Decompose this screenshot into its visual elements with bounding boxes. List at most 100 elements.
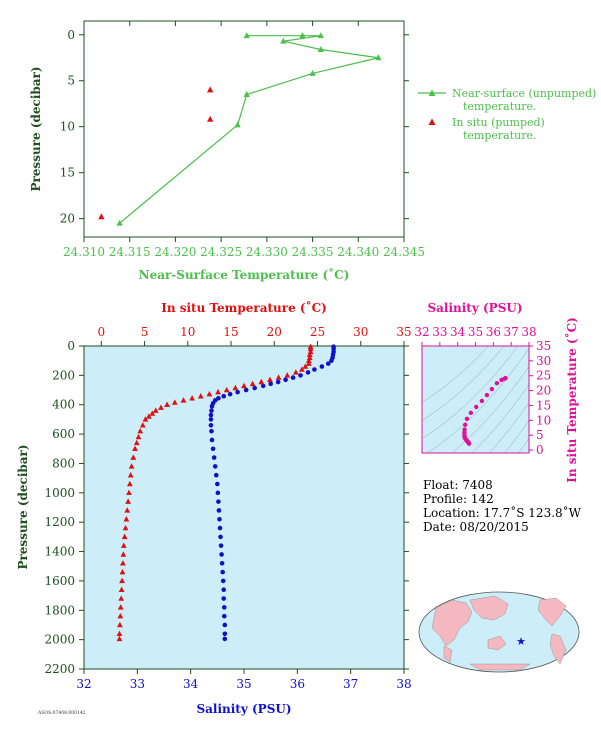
ts-point	[462, 422, 468, 427]
temperature-point	[120, 542, 127, 548]
density-contours	[422, 346, 529, 453]
temperature-point	[305, 357, 312, 363]
temperature-axis-label: In situ Temperature (˚C)	[161, 300, 327, 315]
x-tick-label: 24.325	[200, 245, 242, 259]
salinity-point	[208, 422, 214, 428]
temperature-point	[125, 498, 131, 504]
legend-marker-near-surface	[428, 89, 436, 96]
salinity-point	[283, 377, 288, 383]
legend-label-near-surface: Near-surface (unpumped)	[452, 87, 596, 100]
x-tick-label: 24.310	[63, 245, 105, 259]
float-id: Float: 7408	[423, 478, 493, 492]
temp-tick-label: 30	[353, 325, 368, 339]
x-tick-label: 24.320	[154, 245, 196, 259]
ts-series	[462, 375, 508, 446]
salinity-point	[212, 464, 218, 469]
near-surface-x-axis-label: Near-Surface Temperature (˚C)	[139, 267, 350, 282]
profile-pressure-axis-label: Pressure (decibar)	[16, 444, 30, 569]
salinity-point	[215, 481, 220, 487]
temp-tick-label: 10	[180, 325, 195, 339]
pressure-tick-label: 1200	[44, 515, 75, 529]
temperature-point	[305, 360, 312, 366]
temperature-point	[164, 401, 170, 407]
density-contour	[471, 383, 529, 453]
ts-point	[484, 392, 490, 398]
ts-temperature-tick-label: 5	[536, 428, 544, 442]
date: Date: 08/20/2015	[423, 520, 529, 534]
near-surface-plot-frame	[83, 20, 405, 238]
salinity-tick-label: 38	[396, 677, 411, 691]
legend-label-near-surface-line2: temperature.	[463, 100, 537, 113]
temperature-point	[180, 397, 187, 403]
temperature-point	[135, 433, 142, 440]
profile-series	[116, 343, 336, 642]
temperature-point	[241, 382, 247, 389]
temperature-point	[118, 595, 125, 601]
salinity-point	[213, 472, 219, 478]
x-tick-label: 24.340	[337, 245, 379, 259]
profile-number: Profile: 142	[423, 492, 494, 506]
temp-tick-label: 15	[223, 325, 238, 339]
ts-temperature-tick-label: 10	[536, 413, 551, 427]
temperature-point	[124, 507, 131, 513]
near-surface-point	[234, 121, 241, 128]
temperature-point	[126, 480, 133, 487]
near-surface-point	[299, 32, 306, 39]
float-location-marker: ★	[516, 635, 526, 648]
ts-salinity-tick-label: 38	[521, 325, 536, 339]
temperature-point	[133, 439, 140, 446]
salinity-tick-label: 34	[183, 677, 199, 691]
near-surface-point	[243, 32, 250, 39]
temperature-point	[306, 351, 313, 358]
near-surface-point	[280, 37, 287, 44]
temperature-point	[197, 393, 204, 399]
salinity-tick-label: 33	[130, 677, 145, 691]
ts-temperature-tick-label: 35	[536, 339, 551, 353]
salinity-point	[268, 381, 273, 387]
temperature-point	[307, 345, 314, 352]
temperature-point	[123, 516, 130, 522]
y-tick-label: 20	[60, 212, 75, 226]
pressure-tick-label: 1600	[44, 574, 75, 588]
temperature-point	[232, 384, 239, 391]
temperature-point	[117, 612, 124, 619]
map-land	[431, 595, 567, 671]
temperature-point	[302, 363, 309, 369]
x-tick-label: 24.315	[109, 245, 151, 259]
temperature-point	[249, 380, 256, 387]
pressure-tick-label: 400	[52, 398, 75, 412]
ts-salinity-tick-label: 35	[468, 325, 483, 339]
temp-tick-label: 0	[97, 325, 105, 339]
salinity-point	[220, 578, 226, 584]
salinity-point	[329, 358, 334, 363]
in-situ-point	[207, 115, 214, 122]
ts-point	[479, 398, 485, 404]
salinity-point	[227, 391, 233, 397]
salinity-axis-ticks: 32 33 34 35 36 37 38	[76, 669, 412, 691]
temperature-point	[267, 376, 273, 383]
ts-point	[494, 380, 500, 386]
pressure-tick-label: 1400	[44, 545, 75, 559]
temperature-point	[118, 586, 125, 592]
salinity-point	[222, 631, 228, 637]
ts-salinity-tick-label: 36	[486, 325, 501, 339]
salinity-point	[215, 490, 221, 496]
salinity-point	[275, 379, 281, 385]
density-contour	[451, 365, 529, 453]
ts-salinity-tick-label: 32	[414, 325, 429, 339]
salinity-tick-label: 36	[290, 677, 305, 691]
salinity-point	[209, 403, 215, 409]
salinity-point	[235, 389, 240, 395]
salinity-point	[218, 543, 224, 548]
ts-salinity-tick-label: 37	[504, 325, 519, 339]
salinity-point	[216, 499, 221, 504]
salinity-point	[209, 437, 215, 443]
salinity-point	[208, 417, 214, 422]
salinity-point	[243, 387, 249, 393]
near-surface-point	[243, 91, 250, 97]
ts-salinity-tick-label: 33	[432, 325, 447, 339]
ts-salinity-tick-label: 34	[450, 325, 466, 339]
near-surface-point	[317, 45, 324, 52]
